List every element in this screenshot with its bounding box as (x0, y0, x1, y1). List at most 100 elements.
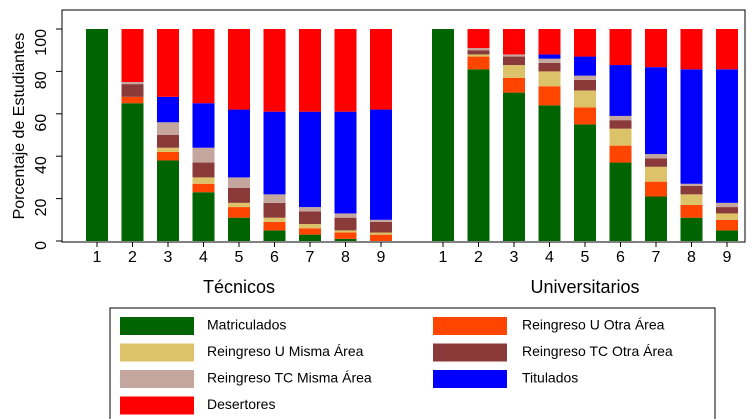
bar-segment (299, 29, 321, 112)
x-tick-label: 3 (164, 249, 173, 266)
bar-segment (503, 65, 525, 78)
bar-segment (157, 151, 179, 161)
legend-swatch (120, 343, 194, 362)
y-tick-label: 40 (33, 156, 50, 174)
bar-segment (192, 147, 215, 163)
bar-segment (538, 71, 561, 87)
bar-segment (370, 29, 392, 110)
bar-segment (645, 166, 667, 182)
bar-segment (334, 111, 357, 214)
bar-segment (228, 202, 250, 208)
bar-segment (538, 86, 561, 106)
bar-segment (645, 29, 667, 68)
bar-segment (334, 217, 357, 231)
legend-swatch (120, 396, 194, 415)
bar-segment (263, 217, 286, 222)
bar-segment (121, 82, 144, 85)
bar-segment (299, 234, 321, 241)
x-tick-label: 4 (545, 249, 554, 266)
legend-label: Reingreso TC Otra Área (522, 343, 673, 359)
bar-segment (263, 194, 286, 203)
x-tick-label: 7 (306, 249, 315, 266)
bar-segment (574, 124, 596, 241)
bar-segment (192, 177, 215, 184)
bar-segment (716, 219, 738, 231)
legend-swatch (120, 317, 194, 335)
bar-segment (503, 29, 525, 55)
bar-segment (370, 234, 392, 241)
y-tick-label: 100 (33, 29, 50, 56)
bar-segment (574, 75, 596, 80)
bar-segment (299, 211, 321, 225)
bar-segment (680, 29, 703, 70)
bar-segment (86, 29, 108, 241)
bar-segment (121, 103, 144, 241)
x-axis-label: Universitarios (530, 277, 639, 297)
x-tick-label: 1 (439, 249, 448, 266)
legend-label: Titulados (522, 370, 578, 386)
bar-segment (157, 29, 179, 97)
bar-segment (680, 194, 703, 205)
x-tick-label: 3 (510, 249, 519, 266)
x-tick-label: 7 (652, 249, 661, 266)
bar-segment (192, 162, 215, 178)
bar-segment (716, 69, 738, 203)
bar-segment (299, 228, 321, 235)
legend-label: Reingreso U Otra Área (522, 317, 665, 333)
y-tick-label: 0 (33, 241, 50, 250)
bar-segment (609, 145, 632, 163)
bar-segment (609, 162, 632, 241)
y-tick-label: 20 (33, 198, 50, 216)
x-tick-label: 9 (723, 249, 732, 266)
legend-swatch (433, 370, 507, 388)
bar-segment (334, 213, 357, 218)
bar-segment (263, 221, 286, 231)
bar-segment (467, 69, 490, 241)
bar-segment (228, 109, 250, 178)
bar-segment (645, 67, 667, 155)
bar-segment (370, 221, 392, 233)
x-tick-label: 4 (199, 249, 208, 266)
bar-segment (263, 111, 286, 195)
bar-segment (192, 103, 215, 148)
legend-label: Reingreso TC Misma Área (207, 370, 372, 386)
bar-segment (716, 207, 738, 214)
bar-segment (680, 204, 703, 218)
x-tick-label: 8 (687, 249, 696, 266)
bar-segment (574, 79, 596, 91)
bar-segment (121, 96, 144, 104)
legend-label: Desertores (207, 396, 275, 412)
bar-segment (228, 188, 250, 203)
bar-segment (609, 65, 632, 116)
y-axis-label: Porcentaje de Estudiantes (11, 33, 28, 220)
bar-segment (645, 158, 667, 167)
bar-segment (574, 56, 596, 76)
legend-swatch (433, 343, 507, 362)
bar-segment (680, 217, 703, 241)
bar-segment (299, 224, 321, 229)
bar-segment (609, 115, 632, 121)
bar-segment (157, 96, 179, 123)
bar-segment (370, 219, 392, 222)
bar-segment (680, 183, 703, 186)
bar-segment (228, 207, 250, 218)
bar-segment (467, 54, 490, 57)
bar-segment (299, 207, 321, 212)
bar-segment (503, 77, 525, 93)
bar-segment (609, 120, 632, 129)
bar-segment (538, 62, 561, 72)
bar-segment (192, 192, 215, 241)
legend (109, 307, 716, 419)
bar-segment (157, 135, 179, 148)
bar-segment (716, 29, 738, 70)
bar-segment (645, 154, 667, 159)
bar-segment (228, 217, 250, 241)
bar-segment (503, 54, 525, 57)
bar-segment (467, 56, 490, 70)
legend-swatch (433, 317, 507, 335)
bar-segment (538, 29, 561, 55)
legend-swatch (120, 370, 194, 388)
x-axis-label: Técnicos (203, 277, 275, 297)
x-tick-label: 8 (341, 249, 350, 266)
